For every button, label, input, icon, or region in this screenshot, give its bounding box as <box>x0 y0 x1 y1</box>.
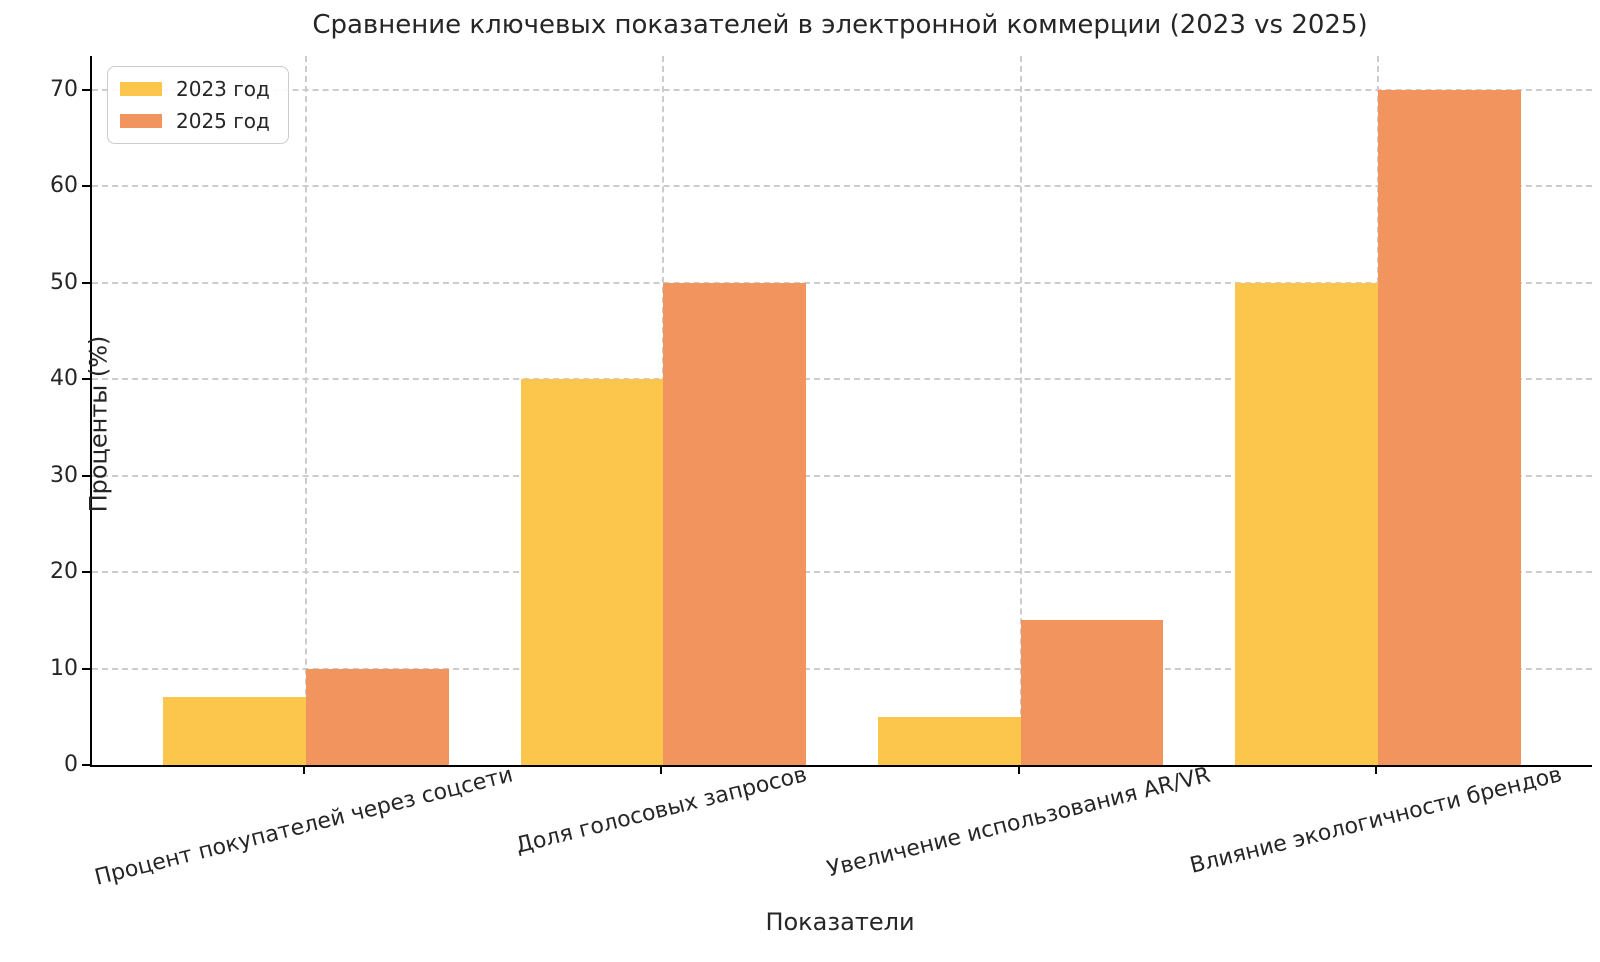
legend: 2023 год 2025 год <box>107 66 289 144</box>
x-tick-label: Влияние экологичности брендов <box>1187 762 1565 880</box>
y-tick-label: 20 <box>50 559 78 585</box>
x-tick-label: Увеличение использования AR/VR <box>824 762 1213 882</box>
v-gridline <box>305 56 308 765</box>
bar-2025-cat1 <box>306 668 450 765</box>
legend-label: 2025 год <box>176 109 270 133</box>
legend-swatch-icon <box>120 82 162 96</box>
bar-2025-cat3 <box>1020 620 1164 765</box>
y-tick-mark <box>82 474 90 477</box>
h-gridline <box>92 667 1592 670</box>
y-tick-label: 70 <box>50 76 78 102</box>
bar-2025-cat2 <box>663 282 807 765</box>
legend-item: 2023 год <box>120 77 270 101</box>
y-tick-label: 60 <box>50 173 78 199</box>
x-tick-mark <box>660 767 663 774</box>
h-gridline <box>92 571 1592 574</box>
y-tick-mark <box>82 667 90 670</box>
h-gridline <box>92 88 1592 91</box>
bar-2023-cat2 <box>520 379 664 765</box>
h-gridline <box>92 378 1592 381</box>
y-tick-mark <box>82 764 90 766</box>
y-axis-label: Проценты (%) <box>84 335 113 513</box>
bar-2023-cat4 <box>1234 282 1378 765</box>
y-tick-mark <box>82 88 90 91</box>
chart-title: Сравнение ключевых показателей в электро… <box>312 10 1368 40</box>
bar-2023-cat1 <box>163 697 307 765</box>
v-gridline <box>1019 56 1022 765</box>
bar-2023-cat3 <box>877 716 1021 765</box>
x-tick-mark <box>303 767 306 774</box>
y-tick-label: 40 <box>50 366 78 392</box>
y-tick-label: 0 <box>64 752 78 777</box>
h-gridline <box>92 281 1592 284</box>
legend-item: 2025 год <box>120 109 270 133</box>
y-tick-mark <box>82 281 90 284</box>
x-axis-label: Показатели <box>765 908 915 936</box>
legend-label: 2023 год <box>176 77 270 101</box>
x-tick-label: Доля голосовых запросов <box>513 762 810 859</box>
plot-area: 2023 год 2025 год <box>90 56 1592 767</box>
x-tick-mark <box>1374 767 1377 774</box>
y-tick-mark <box>82 185 90 188</box>
x-tick-mark <box>1017 767 1020 774</box>
y-tick-mark <box>82 378 90 381</box>
h-gridline <box>92 185 1592 188</box>
h-gridline <box>92 474 1592 477</box>
y-tick-label: 30 <box>50 462 78 488</box>
x-tick-label: Процент покупателей через соцсети <box>92 762 516 891</box>
legend-swatch-icon <box>120 114 162 128</box>
y-tick-label: 50 <box>50 269 78 295</box>
y-tick-label: 10 <box>50 655 78 681</box>
y-tick-mark <box>82 571 90 574</box>
bar-2025-cat4 <box>1377 89 1521 765</box>
